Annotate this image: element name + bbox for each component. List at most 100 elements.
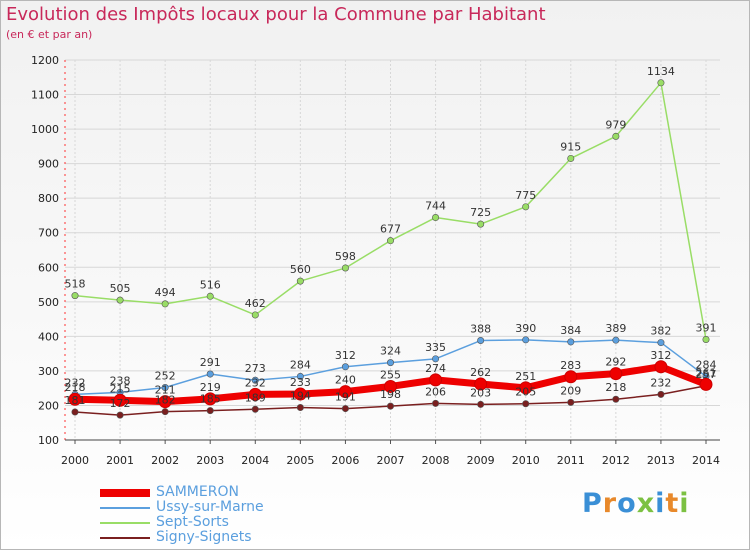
legend-swatch xyxy=(100,507,150,509)
legend-swatch xyxy=(100,537,150,539)
series-point-3 xyxy=(567,398,575,406)
y-tick-label: 100 xyxy=(38,434,59,447)
x-tick-label: 2011 xyxy=(557,454,585,467)
logo-letter: o xyxy=(617,488,637,519)
data-label-1: 252 xyxy=(155,369,176,382)
series-point-0 xyxy=(519,381,533,395)
x-tick-label: 2007 xyxy=(377,454,405,467)
x-tick-label: 2003 xyxy=(196,454,224,467)
data-label-0: 219 xyxy=(200,381,221,394)
series-point-2 xyxy=(71,292,79,300)
logo-letter: r xyxy=(602,488,618,519)
series-point-2 xyxy=(251,311,259,319)
data-label-1: 382 xyxy=(650,325,671,338)
series-point-2 xyxy=(341,264,349,272)
series-point-0 xyxy=(248,387,262,401)
data-label-1: 284 xyxy=(696,358,717,371)
x-tick-label: 2002 xyxy=(151,454,179,467)
data-label-2: 462 xyxy=(245,297,266,310)
data-label-2: 560 xyxy=(290,263,311,276)
data-label-1: 273 xyxy=(245,362,266,375)
x-tick-label: 2009 xyxy=(467,454,495,467)
data-label-0: 283 xyxy=(560,359,581,372)
data-label-3: 182 xyxy=(155,394,176,407)
data-label-2: 494 xyxy=(155,286,176,299)
data-label-3: 232 xyxy=(650,376,671,389)
data-label-0: 292 xyxy=(605,356,626,369)
series-point-3 xyxy=(477,400,485,408)
data-label-0: 232 xyxy=(245,376,266,389)
series-point-2 xyxy=(161,300,169,308)
series-point-3 xyxy=(612,395,620,403)
legend-label: Ussy-sur-Marne xyxy=(156,499,264,515)
series-point-3 xyxy=(206,407,214,415)
series-point-0 xyxy=(699,377,713,391)
data-label-1: 238 xyxy=(110,374,131,387)
logo-letter: P xyxy=(582,488,603,519)
x-tick-label: 2001 xyxy=(106,454,134,467)
series-point-2 xyxy=(206,292,214,300)
data-label-3: 194 xyxy=(290,390,311,403)
data-label-3: 198 xyxy=(380,388,401,401)
logo-letter: i xyxy=(655,488,666,519)
series-point-2 xyxy=(386,237,394,245)
logo-letter: x xyxy=(636,488,656,519)
series-point-0 xyxy=(293,387,307,401)
series-point-0 xyxy=(113,393,127,407)
series-point-3 xyxy=(296,404,304,412)
data-label-0: 312 xyxy=(650,349,671,362)
legend-label: SAMMERON xyxy=(156,484,239,500)
series-point-0 xyxy=(474,377,488,391)
data-label-1: 388 xyxy=(470,323,491,336)
series-point-2 xyxy=(522,203,530,211)
series-point-3 xyxy=(522,400,530,408)
data-label-3: 209 xyxy=(560,384,581,397)
series-point-1 xyxy=(206,370,214,378)
series-point-3 xyxy=(71,408,79,416)
data-label-3: 205 xyxy=(515,386,536,399)
series-point-3 xyxy=(251,405,259,413)
x-tick-label: 2004 xyxy=(241,454,269,467)
proxiti-logo: Proxiti xyxy=(582,488,690,519)
series-point-3 xyxy=(657,390,665,398)
series-point-1 xyxy=(567,338,575,346)
data-label-3: 218 xyxy=(605,381,626,394)
data-label-2: 915 xyxy=(560,140,581,153)
series-point-0 xyxy=(338,385,352,399)
x-tick-label: 2010 xyxy=(512,454,540,467)
data-label-2: 775 xyxy=(515,189,536,202)
data-label-0: 251 xyxy=(515,370,536,383)
series-point-1 xyxy=(522,336,530,344)
y-tick-label: 700 xyxy=(38,227,59,240)
y-tick-label: 300 xyxy=(38,365,59,378)
data-label-1: 324 xyxy=(380,345,401,358)
chart-subtitle: (en € et par an) xyxy=(6,28,93,41)
data-label-1: 335 xyxy=(425,341,446,354)
data-label-1: 312 xyxy=(335,349,356,362)
data-label-3: 181 xyxy=(65,394,86,407)
y-tick-label: 800 xyxy=(38,192,59,205)
y-tick-label: 900 xyxy=(38,158,59,171)
series-point-2 xyxy=(477,220,485,228)
y-tick-label: 500 xyxy=(38,296,59,309)
data-label-3: 206 xyxy=(425,385,446,398)
series-point-2 xyxy=(567,154,575,162)
data-label-0: 262 xyxy=(470,366,491,379)
data-label-0: 274 xyxy=(425,362,446,375)
data-label-1: 384 xyxy=(560,324,581,337)
data-label-1: 390 xyxy=(515,322,536,335)
data-label-0: 215 xyxy=(110,382,131,395)
data-label-2: 518 xyxy=(65,278,86,291)
x-tick-label: 2000 xyxy=(61,454,89,467)
series-point-0 xyxy=(384,379,397,393)
series-point-0 xyxy=(564,370,578,384)
x-tick-label: 2013 xyxy=(647,454,675,467)
data-label-3: 185 xyxy=(200,393,221,406)
data-label-2: 677 xyxy=(380,223,401,236)
data-label-2: 391 xyxy=(696,321,717,334)
data-label-3: 172 xyxy=(110,397,131,410)
legend-swatch xyxy=(100,489,150,497)
series-point-0 xyxy=(654,360,668,374)
